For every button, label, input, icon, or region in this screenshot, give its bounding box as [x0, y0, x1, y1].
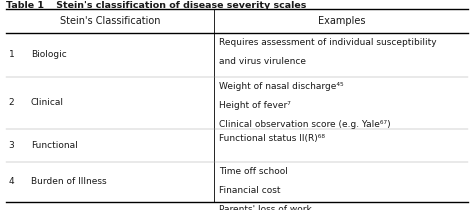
Text: Functional status II(R)⁶⁸: Functional status II(R)⁶⁸: [219, 134, 325, 143]
Text: Clinical: Clinical: [31, 98, 64, 107]
Text: Requires assessment of individual susceptibility: Requires assessment of individual suscep…: [219, 38, 437, 47]
Text: Time off school: Time off school: [219, 167, 288, 176]
Text: Stein's Classification: Stein's Classification: [60, 16, 160, 26]
Text: Height of fever⁷: Height of fever⁷: [219, 101, 291, 110]
Text: 4: 4: [9, 177, 14, 186]
Text: and virus virulence: and virus virulence: [219, 57, 306, 66]
Text: Burden of Illness: Burden of Illness: [31, 177, 107, 186]
Text: 1: 1: [9, 50, 14, 59]
Text: Financial cost: Financial cost: [219, 186, 281, 195]
Text: Stein's classification of disease severity scales: Stein's classification of disease severi…: [40, 1, 306, 10]
Text: Clinical observation score (e.g. Yale⁶⁷): Clinical observation score (e.g. Yale⁶⁷): [219, 120, 391, 129]
Text: Functional: Functional: [31, 141, 78, 150]
Text: Weight of nasal discharge⁴⁵: Weight of nasal discharge⁴⁵: [219, 82, 344, 91]
Text: Examples: Examples: [318, 16, 365, 26]
Text: 3: 3: [9, 141, 14, 150]
Text: Parents' loss of work: Parents' loss of work: [219, 205, 312, 210]
Text: Biologic: Biologic: [31, 50, 66, 59]
Text: 2: 2: [9, 98, 14, 107]
Text: Table 1: Table 1: [6, 1, 44, 10]
